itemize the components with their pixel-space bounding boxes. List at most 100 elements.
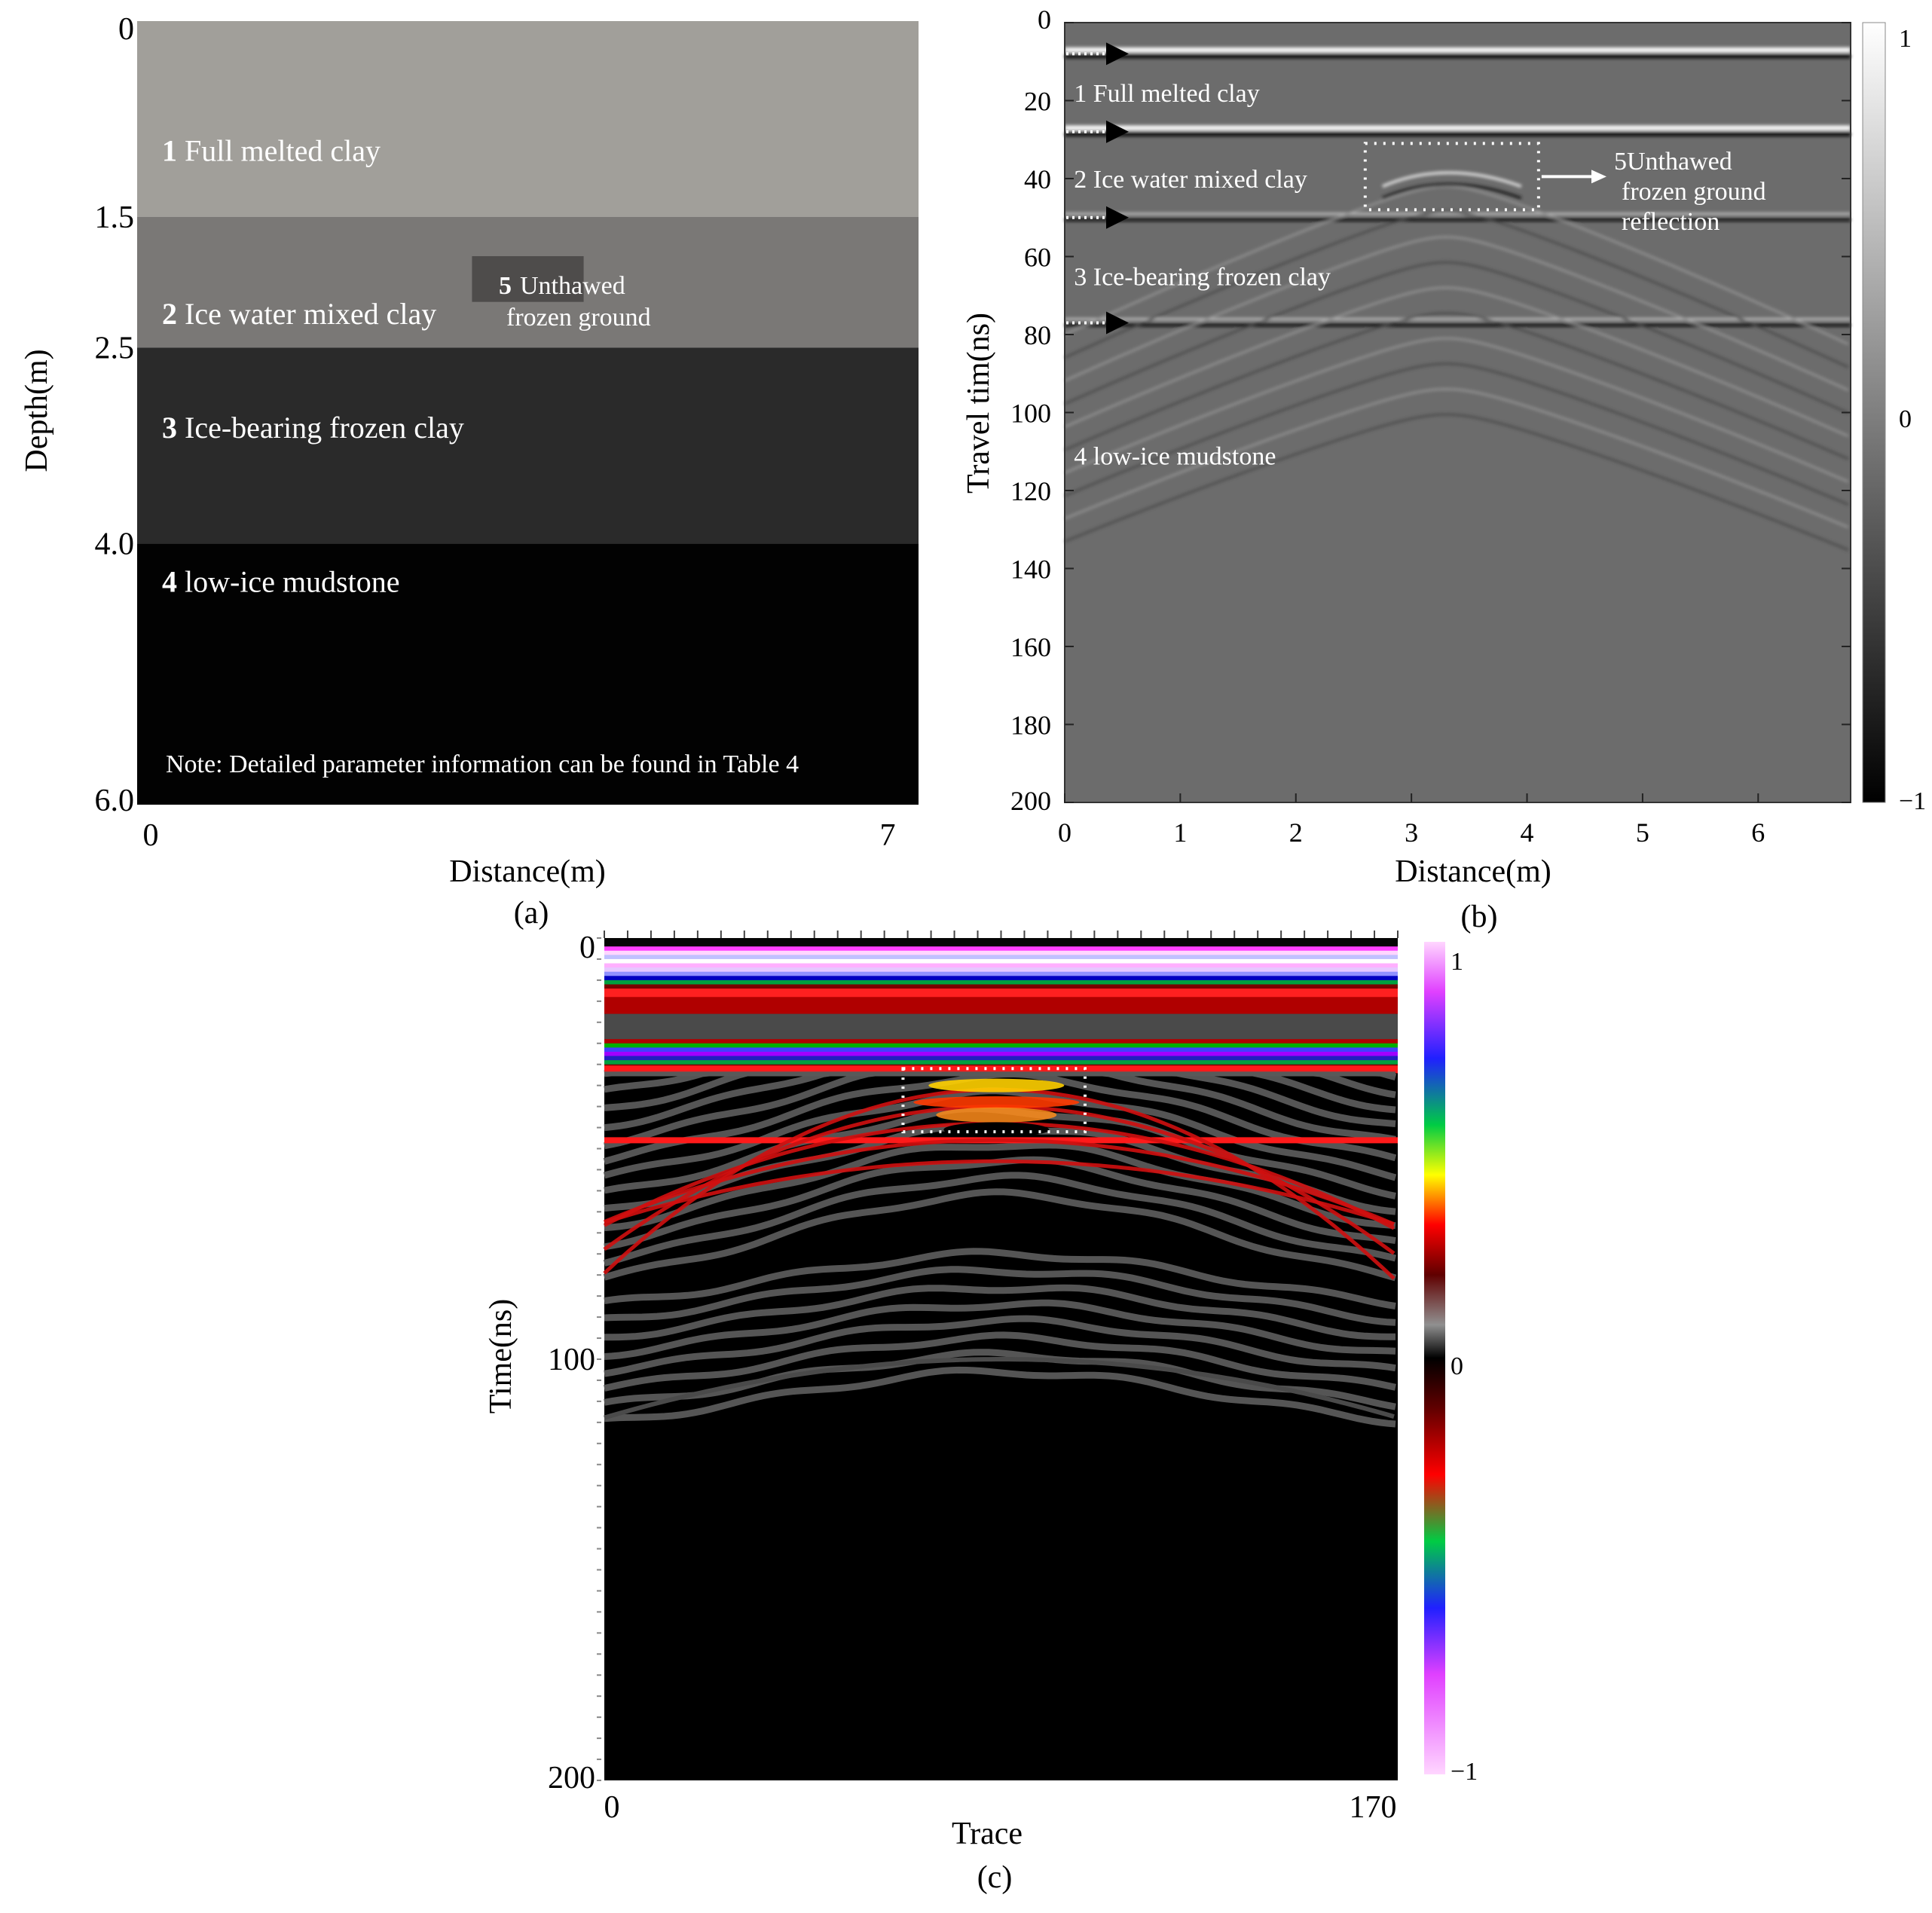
b-hyperbola — [1064, 286, 1849, 438]
b-reflection-arrows — [1066, 42, 1129, 335]
b-colorbar-ticks: 1 0 −1 — [1899, 25, 1926, 815]
c-top-ticks — [597, 931, 1399, 1781]
c-y-tick-label: 0 — [579, 931, 595, 965]
c-band — [604, 950, 1398, 955]
b-annotation-line2: frozen ground — [1622, 178, 1766, 206]
c-band — [604, 971, 1398, 976]
c-lens-yellow — [928, 1078, 1065, 1092]
a-y-ticks: 0 1.5 2.5 4.0 6.0 — [95, 12, 135, 818]
b-dotted-box — [1363, 142, 1540, 212]
c-y-tick-label: 200 — [548, 1761, 595, 1795]
b-hyperbola — [1064, 413, 1849, 552]
b-hyperbola — [1064, 312, 1849, 460]
a-layer-number-1: 1 — [162, 133, 177, 167]
c-gray-band — [603, 1070, 1397, 1165]
a-layer-label-3: 3 Ice-bearing frozen clay — [162, 411, 464, 445]
b-x-tick-label: 3 — [1405, 817, 1418, 848]
a-layer-name-1: Full melted clay — [185, 133, 381, 167]
b-hyperbola — [1064, 337, 1849, 483]
c-bands — [604, 938, 1398, 1074]
a-x-tick-label: 7 — [880, 818, 896, 853]
c-gray-hyperbola — [604, 1357, 1395, 1420]
b-hyperbola — [1064, 210, 1849, 368]
b-x-tick-label: 1 — [1173, 817, 1187, 848]
b-annotation-line1: 5Unthawed — [1614, 148, 1732, 176]
a-y-tick-label: 2.5 — [95, 331, 135, 365]
panel-c-radargram: 0 100 200 0 170 1 0 −1 Time(ns) Trace (c) — [484, 931, 1478, 1895]
c-dotted-box — [901, 1067, 1087, 1134]
a-x-tick-label: 0 — [143, 818, 159, 853]
a-block-label-line2: frozen ground — [506, 304, 651, 332]
c-band — [604, 938, 1398, 947]
a-y-tick-label: 1.5 — [95, 200, 135, 235]
b-plot-background — [1065, 23, 1851, 802]
c-band — [604, 963, 1398, 968]
b-y-tick-label: 180 — [1010, 710, 1051, 741]
c-y-axis-label: Time(ns) — [484, 1299, 518, 1413]
b-x-tick-label: 0 — [1058, 817, 1071, 848]
b-x-axis-label: Distance(m) — [1395, 854, 1551, 889]
c-band — [604, 979, 1398, 985]
a-y-tick-label: 4.0 — [95, 527, 135, 561]
c-x-ticks: 0 170 — [604, 1790, 1397, 1825]
a-note: Note: Detailed parameter information can… — [166, 750, 799, 778]
c-band — [604, 989, 1398, 998]
c-gray-band — [604, 1284, 1396, 1341]
b-arrow-head — [1106, 311, 1129, 335]
b-hyperbola — [1064, 362, 1849, 506]
c-band — [604, 1043, 1398, 1048]
b-layer-labels: 1 Full melted clay 2 Ice water mixed clay… — [1074, 80, 1331, 470]
c-band — [604, 1013, 1398, 1040]
c-band — [604, 955, 1398, 960]
c-gray-band — [604, 1315, 1396, 1377]
c-gray-band — [604, 1366, 1396, 1428]
c-band — [604, 946, 1398, 952]
b-hyperbola — [1064, 387, 1849, 529]
a-layer-name-2: Ice water mixed clay — [185, 297, 436, 331]
b-x-tick-label: 6 — [1751, 817, 1765, 848]
c-gray-band — [604, 1331, 1396, 1392]
c-band — [604, 1051, 1398, 1057]
c-red-hyperbola — [604, 1159, 1395, 1227]
b-layer-label-3: 3 Ice-bearing frozen clay — [1074, 263, 1331, 291]
b-y-ticks: 0 20 40 60 80 100 120 140 160 180 200 — [1010, 5, 1851, 816]
c-x-axis-label: Trace — [952, 1817, 1023, 1851]
b-waves — [1064, 47, 1851, 552]
c-band — [604, 967, 1398, 973]
b-y-tick-label: 20 — [1024, 87, 1051, 117]
a-panel-label: (a) — [514, 896, 549, 931]
b-y-tick-label: 80 — [1024, 320, 1051, 350]
a-x-axis-label: Distance(m) — [449, 854, 606, 889]
b-arrow-head — [1106, 42, 1129, 66]
b-colorbar — [1862, 22, 1886, 803]
a-layer-name-4: low-ice mudstone — [185, 564, 400, 598]
b-colorbar-tick-label: 1 — [1899, 25, 1912, 53]
c-band — [604, 958, 1398, 964]
c-colorbar-tick-label: 1 — [1451, 948, 1463, 976]
b-y-tick-label: 60 — [1024, 243, 1051, 273]
b-y-tick-label: 160 — [1010, 632, 1051, 662]
c-gray-band — [604, 1349, 1396, 1410]
c-colorbar-ticks: 1 0 −1 — [1451, 948, 1478, 1786]
b-y-axis-label: Travel tim(ns) — [961, 313, 996, 494]
c-x-tick-label: 0 — [604, 1790, 620, 1825]
b-lens-bright — [1382, 171, 1522, 188]
b-x-tick-label: 2 — [1289, 817, 1303, 848]
a-y-axis-label: Depth(m) — [20, 349, 54, 472]
c-colorbar-tick-label: −1 — [1451, 1758, 1478, 1786]
b-y-tick-label: 200 — [1010, 786, 1051, 816]
c-band — [604, 1047, 1398, 1053]
a-layer-name-3: Ice-bearing frozen clay — [185, 411, 464, 445]
a-layer-number-4: 4 — [162, 564, 177, 598]
a-layer-label-4: 4 low-ice mudstone — [162, 564, 400, 598]
c-lens-dark — [943, 1122, 1050, 1138]
c-band — [604, 1056, 1398, 1061]
b-x-ticks: 0 1 2 3 4 5 6 — [1058, 793, 1765, 848]
c-band — [604, 997, 1398, 1015]
b-layer-label-1: 1 Full melted clay — [1074, 80, 1259, 108]
c-band — [604, 1039, 1398, 1044]
a-block-number: 5 — [499, 272, 512, 300]
b-hyperbola — [1064, 261, 1849, 414]
